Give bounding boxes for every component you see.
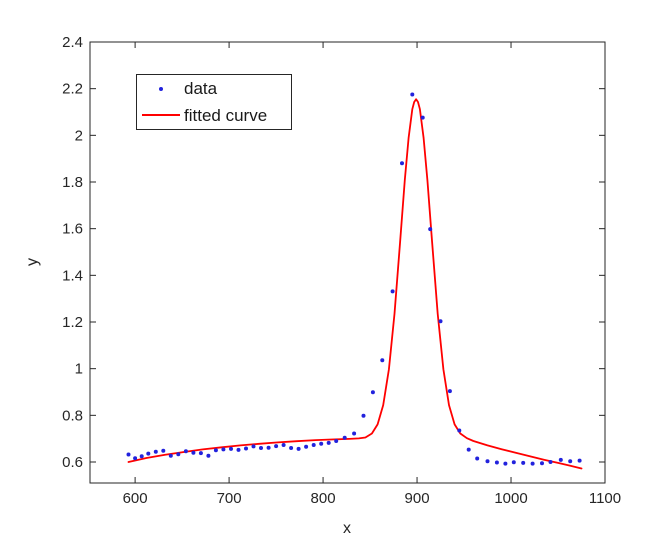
y-axis-label: y [24,258,41,266]
data-point [410,92,415,97]
data-point [244,446,248,451]
x-tick-label: 1000 [494,490,527,507]
y-tick-label: 1 [75,361,83,378]
x-tick-label: 600 [123,490,148,507]
x-tick-label: 1100 [589,490,621,507]
legend-label-fitted-curve: fitted curve [184,105,268,125]
data-point [168,453,173,458]
data-point [251,444,256,449]
data-point [198,451,203,456]
legend-entry-fitted-curve: fitted curve [137,102,291,128]
data-point [139,454,144,459]
x-tick-label: 800 [311,490,336,507]
data-point [400,161,404,166]
data-point [447,389,452,394]
data-point [530,461,535,466]
fitted-curve-path [127,98,583,470]
data-points [126,92,582,466]
data-point [236,447,241,452]
data-point [206,453,211,458]
data-point [370,390,375,395]
data-point [266,445,271,450]
data-point [319,441,324,446]
tick-marks [90,41,606,483]
data-point [161,448,166,453]
data-point [311,443,316,447]
data-point [191,450,196,455]
fitted-curve-line-icon [142,114,180,117]
y-tick-label: 1.2 [62,314,83,331]
data-point [146,451,151,456]
data-point [326,440,331,445]
data-point [342,435,347,440]
data-point [221,447,226,452]
data-point [296,446,301,451]
data-point [133,456,138,461]
legend-label-data: data [184,79,218,99]
data-point [183,449,188,454]
plot-box [89,41,606,484]
x-tick-label: 700 [217,490,242,507]
data-point [304,444,309,449]
data-point [521,460,526,465]
y-tick-label: 2.2 [62,81,83,98]
legend-icon-area [137,76,184,102]
y-tick-label: 2 [75,127,83,144]
data-point [540,461,544,466]
legend-entry-data: data [137,76,291,102]
data-point [390,289,395,294]
y-tick-label: 2.4 [62,34,83,51]
data-point [352,431,357,436]
data-point [380,358,385,363]
data-point [274,444,279,449]
data-point [361,413,366,418]
data-point [466,447,471,452]
data-point [494,460,499,465]
data-point [577,458,582,463]
data-point [126,452,131,457]
data-marker-icon [159,86,163,91]
data-point [568,459,573,464]
data-point [153,449,158,454]
data-point [259,446,263,450]
y-tick-label: 0.6 [62,454,83,471]
y-tick-label: 1.6 [62,221,83,238]
data-point [457,428,462,433]
legend-icon-area [137,102,184,128]
data-point [428,227,433,232]
data-point [503,461,508,466]
tick-labels: 600 700 800 900 1000 1100 0.6 0.8 1 1.2 1.4 1.6 1.8 2… [62,34,621,507]
legend: data fitted curve [136,74,292,130]
data-point [485,459,490,464]
data-point [558,457,563,462]
x-tick-label: 900 [405,490,430,507]
data-point [334,439,339,443]
data-point [176,452,181,457]
data-point [511,460,516,465]
data-point [213,448,218,453]
y-tick-label: 1.8 [62,174,83,191]
y-tick-label: 0.8 [62,407,83,424]
data-point [281,443,286,447]
data-point [475,456,480,461]
data-point [289,446,294,450]
data-point [548,460,553,464]
data-point [229,446,233,451]
data-point [420,115,425,120]
data-point [438,319,443,324]
y-tick-label: 1.4 [62,267,83,284]
x-axis-label: x [343,520,351,537]
